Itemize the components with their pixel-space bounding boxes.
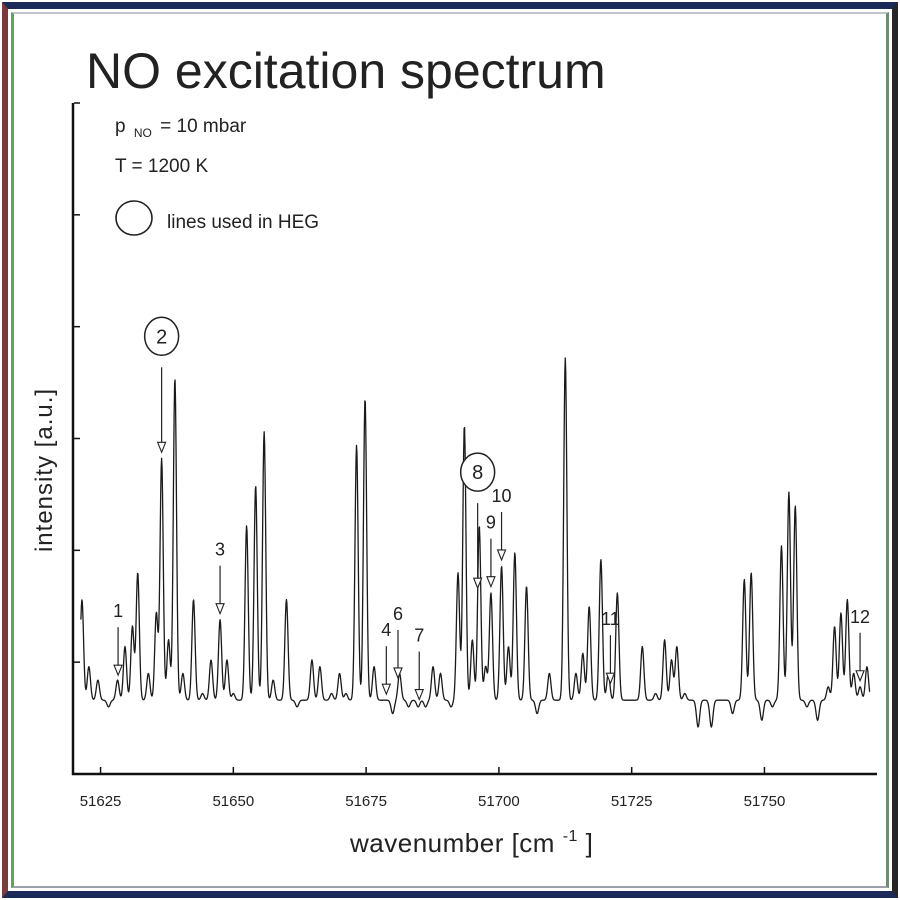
x-ticks [99, 767, 766, 774]
marker-2: 2 [143, 316, 180, 454]
axes: 51625 51650 51675 51700 51725 51750 [71, 102, 877, 810]
marker-label: 6 [393, 604, 403, 624]
marker-label: 7 [414, 626, 424, 646]
spectrum-line [80, 357, 871, 728]
x-tick-labels: 51625 51650 51675 51700 51725 51750 [80, 793, 786, 810]
marker-7: 7 [414, 626, 425, 702]
marker-9: 9 [486, 513, 496, 589]
x-axis-label-close: ] [586, 828, 594, 858]
temperature-annotation: T = 1200 K [115, 156, 208, 177]
marker-arrow-head-icon [381, 683, 392, 696]
marker-arrow-head-icon [486, 576, 496, 589]
marker-arrow-head-icon [215, 603, 225, 616]
pressure-value: = 10 mbar [160, 116, 247, 137]
marker-6: 6 [393, 604, 403, 680]
marker-label: 9 [486, 513, 496, 533]
marker-circle-icon [459, 452, 496, 492]
marker-arrow-head-icon [393, 667, 403, 680]
chart-title: NO excitation spectrum [86, 43, 606, 99]
x-tick-label: 51750 [744, 793, 786, 810]
marker-label: 12 [850, 607, 870, 627]
marker-11: 11 [601, 609, 620, 685]
frame-inner-border [11, 12, 889, 888]
line-markers: 2 8 1 3 467 9 10 11 12 [113, 316, 870, 702]
legend-label: lines used in HEG [167, 212, 319, 233]
marker-label: 1 [113, 601, 123, 621]
marker-arrow-head-icon [496, 549, 507, 562]
pressure-annotation: p NO = 10 mbar [115, 116, 247, 142]
x-axis-label: wavenumber [cm -1 ] [349, 817, 593, 858]
x-axis-label-text: wavenumber [cm [349, 828, 555, 858]
marker-10: 10 [492, 486, 512, 562]
x-tick-label: 51700 [478, 793, 520, 810]
marker-arrow-head-icon [414, 689, 425, 702]
marker-4: 4 [381, 620, 392, 696]
marker-arrow-head-icon [855, 670, 865, 683]
marker-12: 12 [850, 607, 870, 683]
x-tick-label: 51650 [212, 793, 254, 810]
marker-3: 3 [215, 540, 225, 616]
x-tick-label: 51725 [611, 793, 653, 810]
legend-circle-icon [115, 200, 153, 236]
marker-arrow-head-icon [605, 672, 616, 685]
marker-label: 10 [492, 486, 512, 506]
pressure-base: p [115, 116, 126, 137]
x-tick-label: 51625 [80, 793, 122, 810]
x-axis-label-exponent: -1 [563, 828, 578, 845]
marker-arrow-head-icon [156, 441, 167, 454]
marker-arrow-head-icon [472, 577, 483, 590]
y-axis-label: intensity [a.u.] [31, 388, 58, 552]
marker-label: 3 [215, 540, 225, 560]
marker-label: 11 [601, 609, 620, 629]
legend-block: p NO = 10 mbar T = 1200 K lines used in … [115, 116, 319, 236]
x-tick-label: 51675 [345, 793, 387, 810]
marker-arrow-head-icon [113, 664, 123, 677]
marker-label: 4 [381, 620, 391, 640]
y-ticks [74, 102, 80, 775]
marker-1: 1 [113, 601, 123, 677]
marker-8: 8 [459, 452, 496, 590]
marker-circle-icon [143, 316, 180, 357]
pressure-subscript: NO [134, 126, 152, 140]
marker-label: 8 [472, 462, 483, 484]
marker-label: 2 [156, 326, 167, 348]
